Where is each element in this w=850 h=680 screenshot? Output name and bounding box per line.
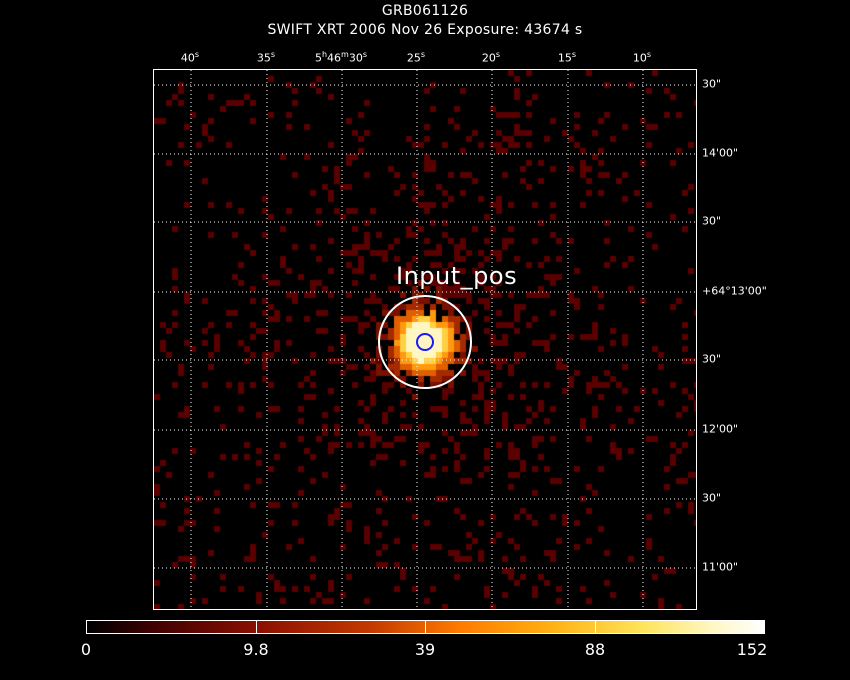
ra-tick-label: 20s <box>481 50 501 65</box>
ra-tick-label: 15s <box>557 50 577 65</box>
colorbar-tick <box>595 620 596 634</box>
colorbar-label: 152 <box>736 640 768 659</box>
dec-tick-label: 14'00" <box>702 146 739 160</box>
dec-tick-label: 30" <box>702 77 722 91</box>
ra-tick-label: 40s <box>180 50 200 65</box>
ra-tick-label: 25s <box>406 50 426 65</box>
dec-tick-label: 30" <box>702 352 722 366</box>
dec-tick-label: 12'00" <box>702 422 739 436</box>
source-label: Input_pos <box>396 262 518 290</box>
colorbar-tick <box>425 620 426 634</box>
observation-subtitle: SWIFT XRT 2006 Nov 26 Exposure: 43674 s <box>267 22 583 38</box>
dec-tick-label: +64°13'00" <box>702 284 767 298</box>
colorbar-label: 9.8 <box>243 640 269 659</box>
dec-tick-label: 30" <box>702 214 722 228</box>
source-extraction-circle[interactable] <box>378 295 472 389</box>
ra-tick-label: 35s <box>256 50 276 65</box>
coordinate-grid-overlay <box>154 70 696 609</box>
ra-tick-label: 5h46m30s <box>314 50 368 65</box>
colorbar-tick <box>256 620 257 634</box>
position-error-circle[interactable] <box>416 333 434 351</box>
dec-tick-label: 11'00" <box>702 560 739 574</box>
coordinate-grid <box>154 70 696 609</box>
xray-image-panel[interactable] <box>153 69 697 610</box>
object-title: GRB061126 <box>381 3 469 19</box>
ra-tick-label: 10s <box>632 50 652 65</box>
colorbar-label: 0 <box>80 640 92 659</box>
colorbar-label: 88 <box>584 640 606 659</box>
colorbar-label: 39 <box>414 640 436 659</box>
xray-counts-image <box>154 70 696 609</box>
dec-tick-label: 30" <box>702 491 722 505</box>
